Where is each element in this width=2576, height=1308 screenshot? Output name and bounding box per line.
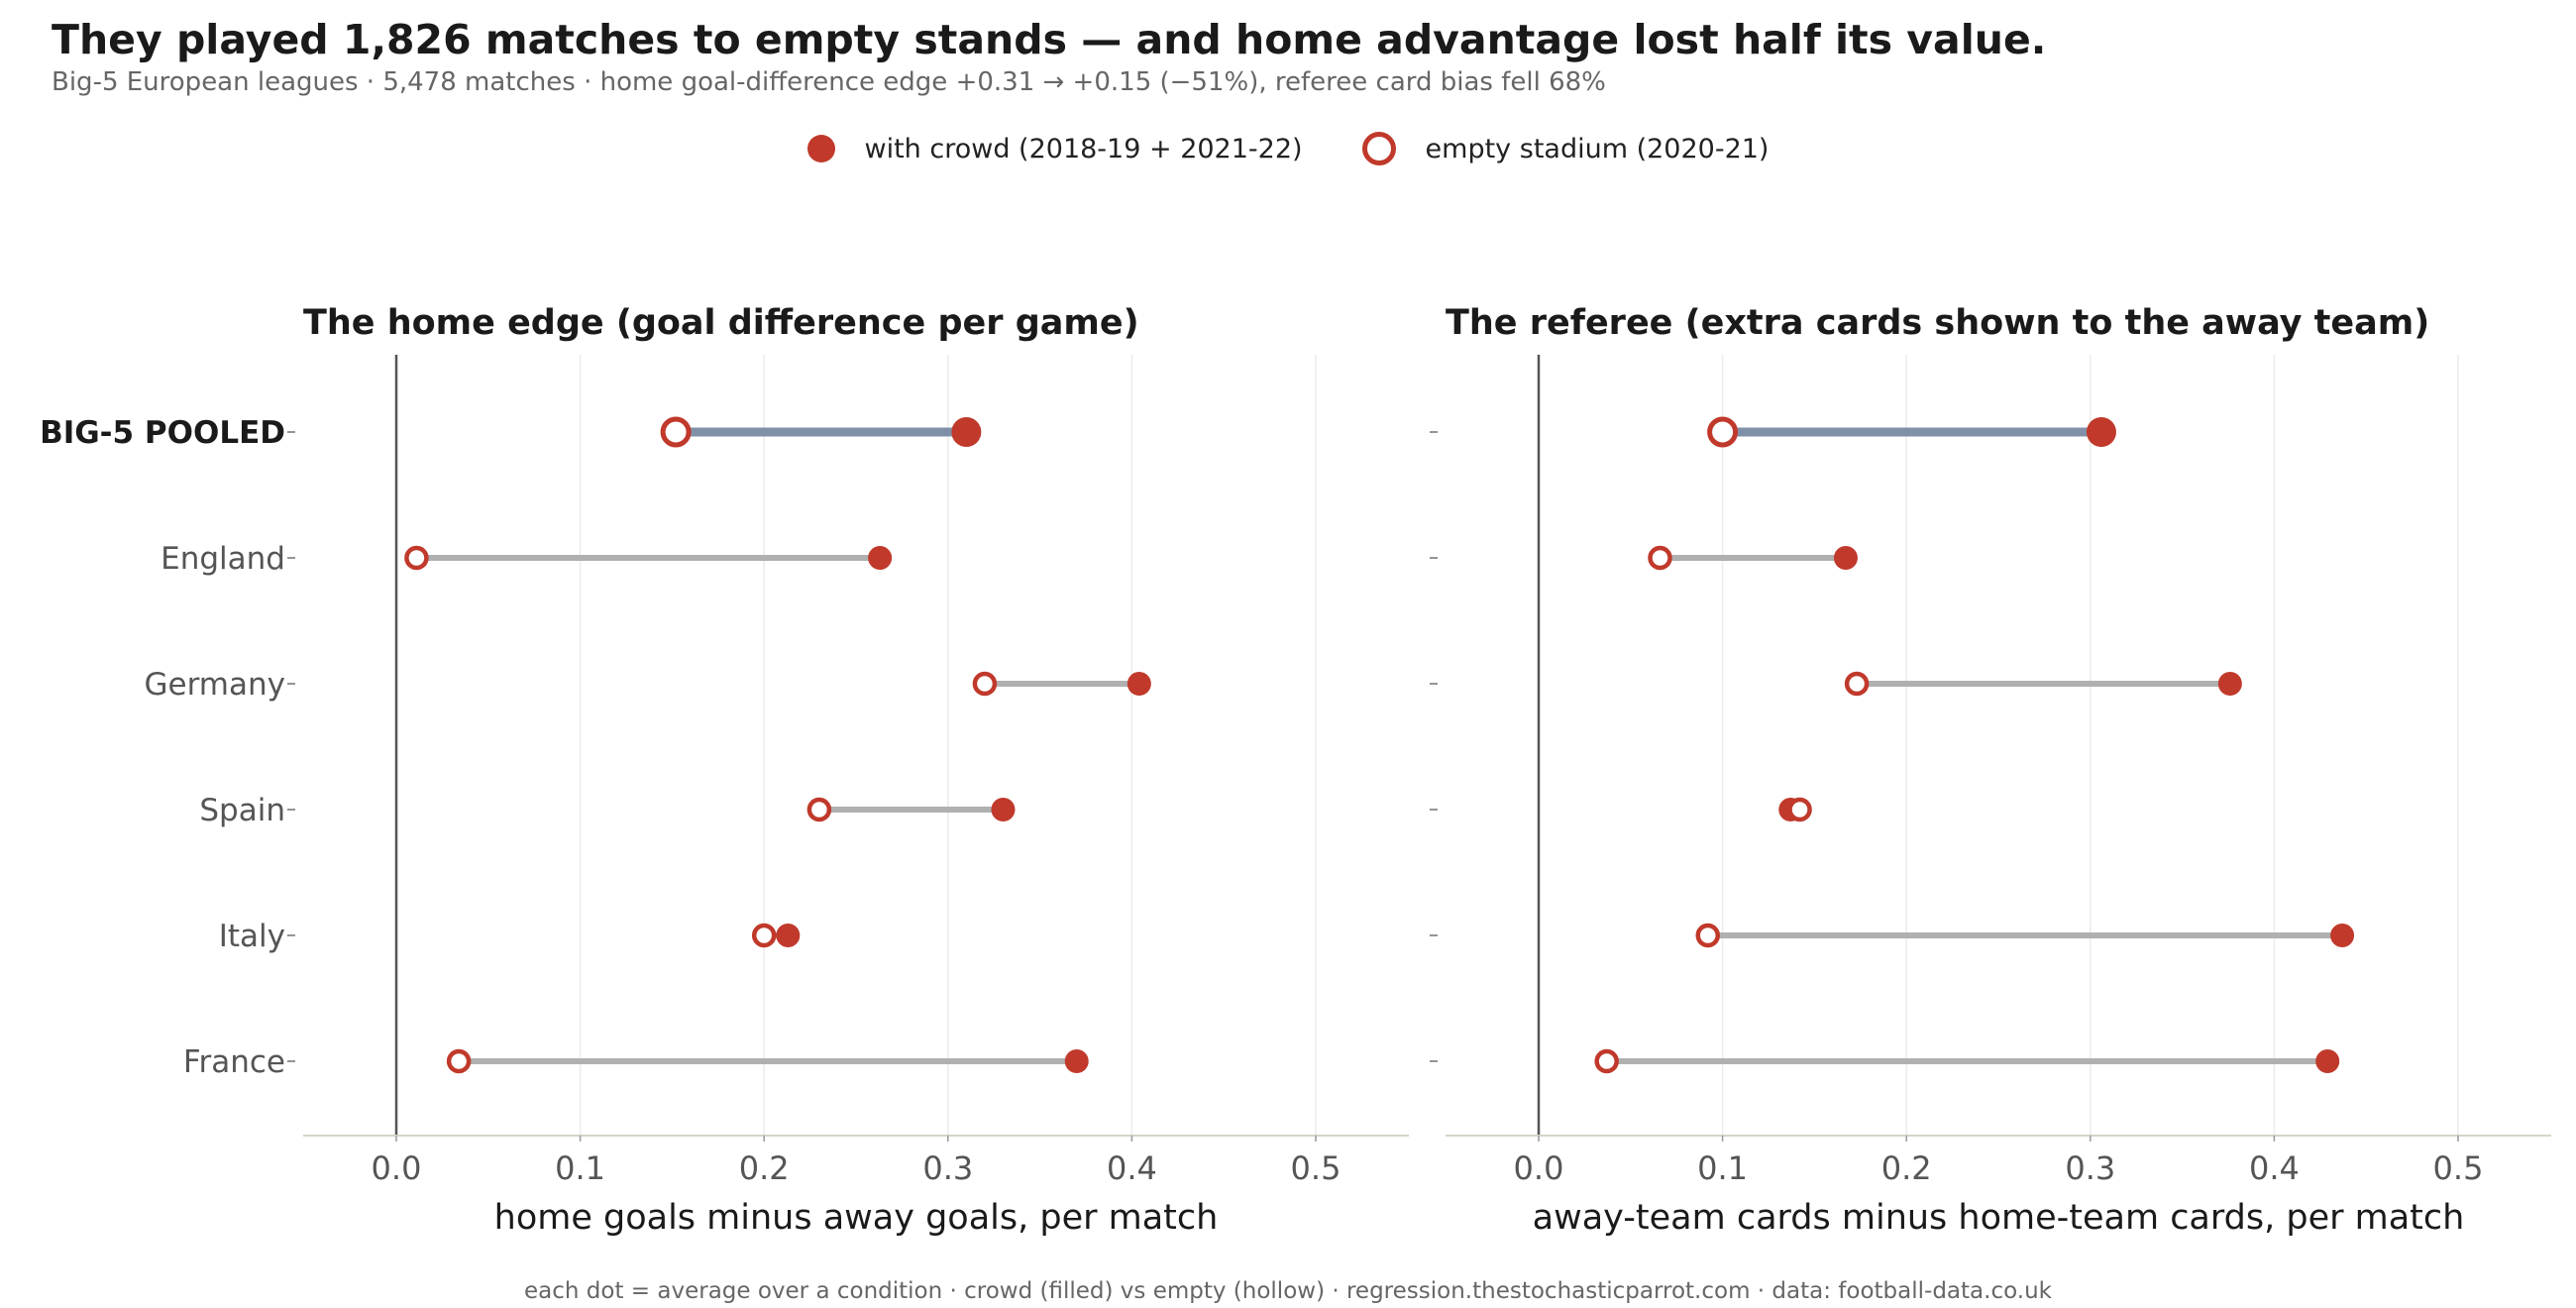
x-tick-label: 0.3 <box>922 1149 973 1187</box>
legend-label-crowd: with crowd (2018-19 + 2021-22) <box>864 133 1303 164</box>
crowd-dot <box>868 546 893 570</box>
empty-dot <box>1844 671 1870 697</box>
legend-item-empty: empty stadium (2020-21) <box>1361 132 1770 165</box>
x-tick-label: 0.5 <box>2433 1149 2484 1187</box>
crowd-dot <box>1064 1049 1089 1073</box>
empty-dot <box>1648 545 1672 571</box>
y-tick-label: Spain <box>199 793 285 828</box>
empty-dot <box>1695 923 1721 948</box>
legend: with crowd (2018-19 + 2021-22) empty sta… <box>0 125 2576 172</box>
x-tick-label: 0.2 <box>739 1149 790 1187</box>
legend-item-crowd: with crowd (2018-19 + 2021-22) <box>806 133 1303 164</box>
empty-dot <box>660 416 692 448</box>
x-tick-label: 0.2 <box>1881 1149 1932 1187</box>
empty-dot <box>1787 797 1812 822</box>
crowd-dot <box>951 417 982 447</box>
empty-dot <box>1707 416 1739 448</box>
crowd-dot <box>2086 417 2116 447</box>
y-tick-label: Italy <box>219 919 285 954</box>
y-tick-label: BIG-5 POOLED <box>40 415 285 451</box>
crowd-dot <box>1127 672 1151 696</box>
crowd-dot <box>991 798 1016 821</box>
crowd-dot <box>2315 1049 2340 1073</box>
hollow-dot-icon <box>1361 132 1396 165</box>
x-axis-label: away-team cards minus home-team cards, p… <box>1533 1198 2465 1238</box>
empty-dot <box>1594 1048 1619 1074</box>
filled-dot-icon <box>806 135 835 163</box>
chart-subtitle: Big-5 European leagues · 5,478 matches ·… <box>52 67 1606 97</box>
legend-label-empty: empty stadium (2020-21) <box>1425 133 1770 164</box>
crowd-dot <box>2217 672 2242 696</box>
empty-dot <box>404 545 429 571</box>
panel-title: The home edge (goal difference per game) <box>303 303 1139 343</box>
panel-title: The referee (extra cards shown to the aw… <box>1446 303 2429 343</box>
chart-panel-1: 0.0 0.1 0.2 0.3 0.4 0.5 home goals minus away … <box>40 303 1409 1238</box>
empty-dot <box>446 1048 472 1074</box>
x-axis-label: home goals minus away goals, per match <box>494 1198 1219 1238</box>
empty-dot <box>751 923 777 948</box>
crowd-dot <box>2330 924 2355 947</box>
chart-headline: They played 1,826 matches to empty stand… <box>52 16 2047 63</box>
y-tick-label: England <box>161 541 285 577</box>
x-tick-label: 0.3 <box>2065 1149 2115 1187</box>
empty-dot <box>972 671 998 697</box>
empty-dot <box>806 797 832 822</box>
x-tick-label: 0.1 <box>1697 1149 1748 1187</box>
crowd-dot <box>776 924 801 947</box>
y-tick-label: Germany <box>145 667 285 703</box>
x-tick-label: 0.1 <box>555 1149 605 1187</box>
x-tick-label: 0.4 <box>2249 1149 2300 1187</box>
x-tick-label: 0.0 <box>372 1149 422 1187</box>
crowd-dot <box>1833 546 1858 570</box>
x-tick-label: 0.4 <box>1107 1149 1157 1187</box>
x-tick-label: 0.5 <box>1291 1149 1342 1187</box>
x-tick-label: 0.0 <box>1514 1149 1564 1187</box>
chart-panel-2: 0.0 0.1 0.2 0.3 0.4 0.5 away-team cards minus … <box>1430 303 2551 1238</box>
chart-footer: each dot = average over a condition · cr… <box>524 1278 2052 1304</box>
y-tick-label: France <box>183 1044 285 1080</box>
